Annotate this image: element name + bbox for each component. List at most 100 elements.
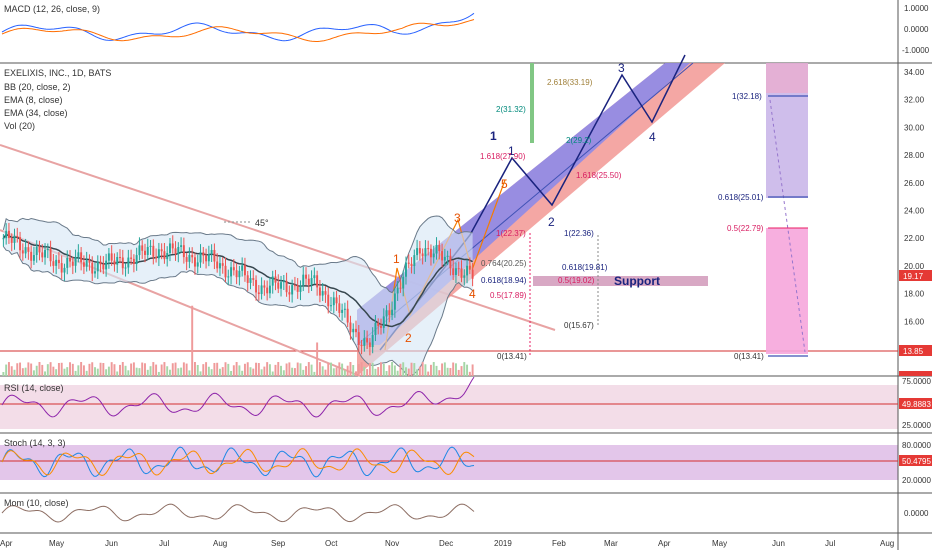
volume-bar bbox=[124, 365, 127, 376]
candle-body bbox=[352, 328, 355, 333]
candle-body bbox=[302, 274, 305, 286]
candle-body bbox=[227, 276, 230, 278]
volume-bar bbox=[438, 370, 441, 376]
volume-bar bbox=[207, 366, 210, 376]
volume-bar bbox=[171, 363, 174, 376]
candle-body bbox=[174, 248, 177, 254]
candle-body bbox=[291, 285, 294, 295]
candle-body bbox=[188, 255, 191, 262]
candle-body bbox=[13, 236, 16, 243]
wave-label-blue-1: 1 bbox=[508, 144, 515, 158]
candle-body bbox=[224, 265, 227, 278]
candle-body bbox=[130, 257, 133, 259]
volume-bar bbox=[221, 367, 224, 376]
candle-body bbox=[471, 269, 474, 279]
volume-bar bbox=[296, 362, 299, 376]
candle-body bbox=[343, 308, 346, 310]
candle-body bbox=[429, 248, 432, 258]
time-tick: Jun bbox=[105, 539, 118, 548]
volume-bar bbox=[366, 369, 369, 376]
volume-bar bbox=[271, 371, 274, 376]
candle-body bbox=[94, 271, 96, 274]
candle-body bbox=[393, 293, 396, 310]
candle-body bbox=[88, 260, 91, 263]
candle-body bbox=[19, 237, 22, 251]
time-tick: May bbox=[49, 539, 64, 548]
volume-bar bbox=[55, 369, 58, 376]
price-tick: 24.00 bbox=[904, 207, 925, 216]
candle-body bbox=[69, 258, 71, 262]
volume-bar bbox=[441, 363, 444, 376]
price-tick: 32.00 bbox=[904, 96, 925, 105]
candle-body bbox=[466, 265, 469, 276]
candle-body bbox=[405, 262, 407, 277]
volume-bar bbox=[113, 364, 116, 376]
volume-bar bbox=[132, 362, 135, 376]
candle-body bbox=[57, 259, 60, 264]
volume-bar bbox=[205, 362, 208, 376]
candle-body bbox=[235, 270, 238, 278]
legend-symbol: EXELIXIS, INC., 1D, BATS bbox=[4, 68, 111, 78]
stoch-tick: 80.0000 bbox=[902, 441, 931, 450]
support-label: Support bbox=[614, 274, 660, 288]
rsi-pane-band bbox=[0, 385, 898, 429]
stoch-badge bbox=[899, 455, 932, 466]
volume-bar bbox=[280, 365, 283, 376]
candle-body bbox=[116, 257, 119, 265]
volume-bar bbox=[152, 362, 155, 376]
candle-body bbox=[307, 278, 310, 285]
volume-bar bbox=[343, 370, 346, 376]
volume-bar bbox=[141, 362, 144, 376]
price-tick: 28.00 bbox=[904, 151, 925, 160]
candle-body bbox=[205, 255, 208, 262]
candle-body bbox=[360, 344, 363, 347]
candle-body bbox=[213, 249, 216, 262]
stoch-k-line bbox=[1, 446, 475, 478]
candle-body bbox=[180, 245, 183, 247]
candle-body bbox=[230, 267, 233, 277]
candle-body bbox=[96, 261, 99, 272]
volume-bar bbox=[66, 367, 69, 376]
candle-body bbox=[119, 257, 121, 259]
candle-body bbox=[421, 253, 424, 257]
macd-tick: -1.0000 bbox=[902, 46, 930, 55]
candle-body bbox=[5, 230, 8, 239]
macd-label: MACD (12, 26, close, 9) bbox=[4, 4, 100, 14]
wave-label-4: 4 bbox=[469, 287, 476, 301]
candle-body bbox=[282, 281, 285, 283]
volume-bar bbox=[302, 369, 305, 376]
main-legend: EXELIXIS, INC., 1D, BATS BB (20, close, … bbox=[4, 68, 111, 131]
volume-bar bbox=[163, 362, 166, 376]
candle-body bbox=[74, 256, 77, 266]
volume-bar bbox=[218, 368, 221, 376]
candle-body bbox=[357, 332, 360, 345]
candle-body bbox=[418, 248, 421, 254]
volume-bar bbox=[316, 342, 319, 376]
candle-body bbox=[21, 250, 24, 254]
volume-bar bbox=[377, 367, 380, 376]
volume-bar bbox=[374, 368, 377, 376]
candlesticks bbox=[2, 222, 474, 356]
time-tick: Oct bbox=[325, 539, 338, 548]
candle-body bbox=[207, 254, 210, 262]
volume-bar bbox=[391, 362, 394, 376]
candle-body bbox=[338, 303, 341, 313]
volume-bar bbox=[177, 368, 180, 376]
time-axis[interactable]: Apr May Jun Jul Aug Sep Oct Nov Dec 2019 Feb Mar Apr… bbox=[0, 539, 894, 548]
fib-d-label: 0(13.41) bbox=[734, 352, 764, 361]
price-axis[interactable]: 34.00 32.00 30.00 28.00 26.00 24.00 22.00 20.00… bbox=[904, 68, 925, 354]
volume-bar bbox=[169, 369, 171, 376]
candle-body bbox=[35, 246, 38, 256]
time-tick: Jul bbox=[159, 539, 169, 548]
volume-bar bbox=[263, 366, 266, 376]
wave-label-2: 2 bbox=[405, 331, 412, 345]
volume-bar bbox=[91, 362, 94, 376]
candle-body bbox=[124, 267, 127, 269]
candle-body bbox=[260, 285, 263, 295]
candle-body bbox=[44, 249, 47, 258]
time-tick: Jul bbox=[825, 539, 835, 548]
volume-bar bbox=[144, 363, 146, 376]
volume-bar bbox=[321, 366, 324, 376]
candle-body bbox=[288, 292, 291, 295]
